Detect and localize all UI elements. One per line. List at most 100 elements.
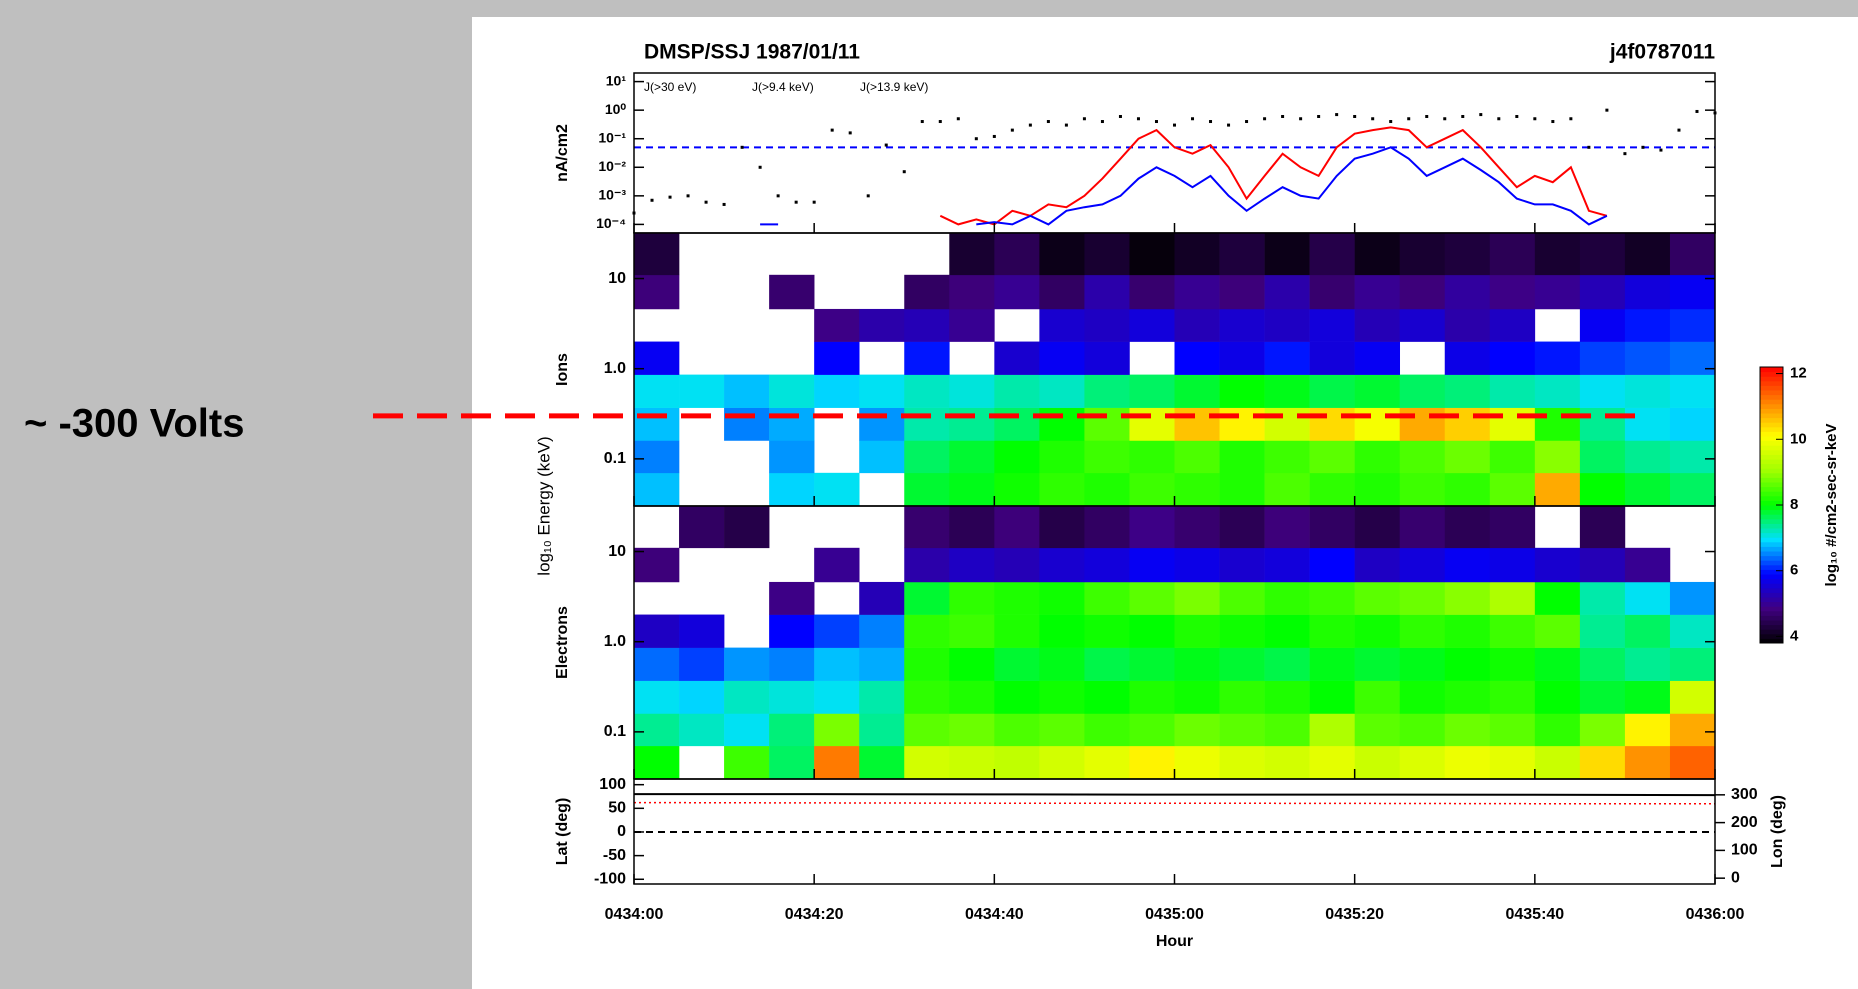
colorbar-segment bbox=[1760, 519, 1783, 524]
heatmap-cell bbox=[1625, 648, 1670, 681]
heatmap-cell bbox=[1535, 582, 1580, 615]
heatmap-cell bbox=[1445, 746, 1490, 779]
heatmap-cell bbox=[1220, 713, 1265, 746]
heatmap-cell bbox=[1265, 309, 1310, 342]
heatmap-cell bbox=[1129, 648, 1174, 681]
heatmap-cell bbox=[949, 440, 994, 473]
heatmap-cell bbox=[1670, 233, 1715, 275]
data-point bbox=[1551, 120, 1554, 123]
colorbar-segment bbox=[1760, 496, 1783, 501]
heatmap-cell bbox=[1625, 408, 1670, 441]
heatmap-cell bbox=[1580, 375, 1625, 408]
heatmap-cell bbox=[994, 506, 1039, 548]
colorbar-tick-label: 12 bbox=[1790, 365, 1807, 382]
heatmap-cell bbox=[994, 440, 1039, 473]
data-point bbox=[651, 199, 654, 202]
heatmap-cell bbox=[1265, 408, 1310, 441]
heatmap-cell bbox=[1355, 440, 1400, 473]
heatmap-cell bbox=[634, 408, 679, 441]
data-point bbox=[759, 166, 762, 169]
heatmap-cell bbox=[859, 375, 904, 408]
data-point bbox=[1083, 117, 1086, 120]
x-axis-label: Hour bbox=[1156, 933, 1193, 950]
heatmap-cell bbox=[994, 746, 1039, 779]
heatmap-cell bbox=[1355, 548, 1400, 582]
heatmap-cell bbox=[1039, 375, 1084, 408]
y-axis-label: Ions bbox=[554, 353, 571, 386]
heatmap-cell bbox=[634, 342, 679, 375]
data-point bbox=[1155, 120, 1158, 123]
heatmap-cell bbox=[1535, 681, 1580, 714]
heatmap-cell bbox=[679, 648, 724, 681]
heatmap-cell bbox=[949, 408, 994, 441]
colorbar-segment bbox=[1760, 450, 1783, 455]
heatmap-cell bbox=[1310, 746, 1355, 779]
heatmap-cell bbox=[1039, 473, 1084, 506]
heatmap-cell bbox=[1445, 440, 1490, 473]
heatmap-cell bbox=[814, 713, 859, 746]
figure: J(>30 eV)J(>9.4 keV)J(>13.9 keV)10¹10⁰10… bbox=[0, 0, 1858, 989]
heatmap-cell bbox=[904, 342, 949, 375]
heatmap-cell bbox=[814, 309, 859, 342]
y-tick-label: 0 bbox=[617, 823, 626, 840]
heatmap-cell bbox=[949, 275, 994, 309]
heatmap-cell bbox=[1580, 275, 1625, 309]
heatmap-cell bbox=[1039, 548, 1084, 582]
data-point bbox=[1695, 110, 1698, 113]
heatmap-cell bbox=[1129, 713, 1174, 746]
heatmap-cell bbox=[634, 375, 679, 408]
data-point bbox=[669, 196, 672, 199]
heatmap-cell bbox=[1129, 473, 1174, 506]
heatmap-cell bbox=[1084, 615, 1129, 648]
data-point bbox=[1137, 117, 1140, 120]
heatmap-cell bbox=[1175, 615, 1220, 648]
y-axis-label: Lat (deg) bbox=[554, 798, 571, 866]
colorbar-segment bbox=[1760, 459, 1783, 464]
heatmap-cell bbox=[1580, 309, 1625, 342]
heatmap-cell bbox=[904, 746, 949, 779]
heatmap-cell bbox=[949, 615, 994, 648]
heatmap-cell bbox=[1220, 506, 1265, 548]
heatmap-cell bbox=[769, 408, 814, 441]
heatmap-cell bbox=[1220, 233, 1265, 275]
heatmap-cell bbox=[634, 681, 679, 714]
heatmap-cell bbox=[1355, 681, 1400, 714]
colorbar-segment bbox=[1760, 487, 1783, 492]
data-point bbox=[1299, 117, 1302, 120]
heatmap-cell bbox=[949, 506, 994, 548]
colorbar-segment bbox=[1760, 514, 1783, 519]
heatmap-cell bbox=[1265, 506, 1310, 548]
heatmap-cell bbox=[1490, 473, 1535, 506]
heatmap-cell bbox=[1400, 473, 1445, 506]
heatmap-cell bbox=[1129, 548, 1174, 582]
heatmap-cell bbox=[1039, 681, 1084, 714]
colorbar-segment bbox=[1760, 629, 1783, 634]
data-point bbox=[1191, 117, 1194, 120]
colorbar-segment bbox=[1760, 390, 1783, 395]
data-point bbox=[1425, 115, 1428, 118]
data-point bbox=[1605, 109, 1608, 112]
heatmap-cell bbox=[814, 615, 859, 648]
heatmap-cell bbox=[1670, 342, 1715, 375]
heatmap-cell bbox=[1084, 473, 1129, 506]
heatmap-cell bbox=[1625, 440, 1670, 473]
heatmap-cell bbox=[1310, 342, 1355, 375]
heatmap-cell bbox=[904, 582, 949, 615]
data-point bbox=[1047, 120, 1050, 123]
heatmap-cell bbox=[634, 746, 679, 779]
heatmap-cell bbox=[1625, 746, 1670, 779]
heatmap-cell bbox=[1490, 648, 1535, 681]
heatmap-cell bbox=[994, 681, 1039, 714]
heatmap-cell bbox=[1400, 233, 1445, 275]
y-tick-label: 10⁻² bbox=[598, 158, 626, 174]
heatmap-cell bbox=[1400, 375, 1445, 408]
colorbar-segment bbox=[1760, 602, 1783, 607]
heatmap-cell bbox=[1310, 506, 1355, 548]
heatmap-cell bbox=[1355, 408, 1400, 441]
heatmap-cell bbox=[1129, 275, 1174, 309]
heatmap-cell bbox=[1310, 375, 1355, 408]
heatmap-cell bbox=[1400, 615, 1445, 648]
heatmap-cell bbox=[904, 548, 949, 582]
data-point bbox=[1497, 117, 1500, 120]
colorbar-segment bbox=[1760, 385, 1783, 390]
